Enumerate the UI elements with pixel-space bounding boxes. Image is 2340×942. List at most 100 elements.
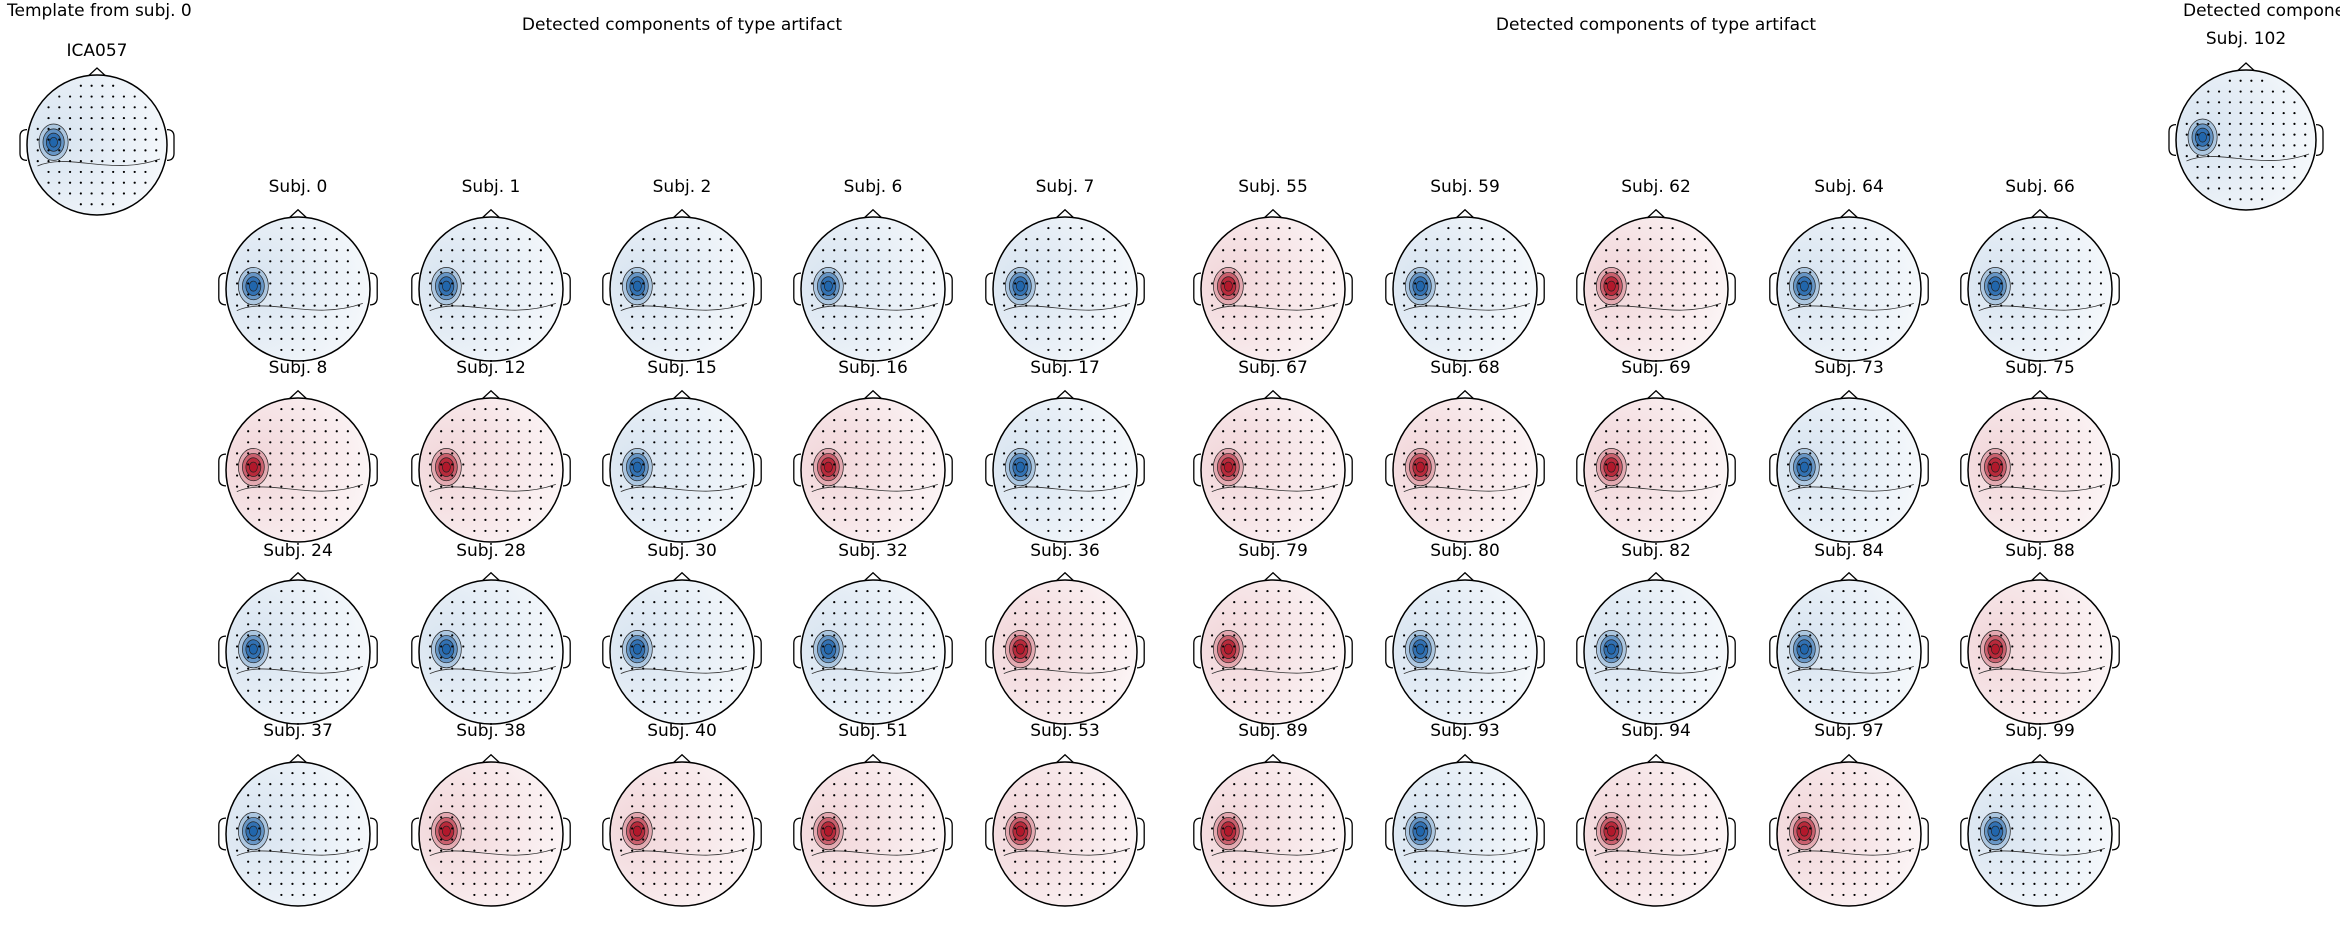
- sensor: [335, 518, 338, 521]
- nose: [2030, 389, 2050, 400]
- sensor: [1908, 634, 1912, 637]
- sensor: [2000, 612, 2003, 615]
- sensor: [235, 304, 239, 307]
- sensor: [2011, 249, 2014, 252]
- sensor: [1831, 441, 1834, 444]
- sensor: [1809, 678, 1812, 681]
- sensor: [528, 860, 531, 863]
- blob: [632, 643, 642, 655]
- sensor: [1233, 849, 1236, 852]
- sensor: [291, 805, 294, 808]
- sensor: [1864, 326, 1867, 329]
- sensor: [335, 700, 338, 703]
- sensor: [528, 794, 531, 797]
- nose: [288, 389, 308, 400]
- sensor: [844, 794, 847, 797]
- sensor: [1616, 700, 1619, 703]
- sensor: [495, 315, 498, 318]
- sensor: [708, 816, 711, 819]
- sensor: [335, 496, 338, 499]
- sensor: [1853, 678, 1856, 681]
- sensor: [90, 192, 93, 195]
- sensor: [269, 507, 272, 510]
- sensor: [1310, 452, 1313, 455]
- sensor: [1491, 452, 1494, 455]
- sensor: [1102, 249, 1105, 252]
- ear: [369, 635, 378, 669]
- sensor: [428, 645, 432, 648]
- sensor: [833, 337, 836, 340]
- sensor: [440, 656, 443, 659]
- sensor: [1853, 463, 1856, 466]
- sensor: [1886, 315, 1889, 318]
- sensor: [1638, 623, 1641, 626]
- sensor: [2077, 326, 2080, 329]
- sensor: [2011, 474, 2014, 477]
- sensor: [2088, 496, 2091, 499]
- sensor: [1310, 783, 1313, 786]
- sensor: [1069, 529, 1072, 533]
- sensor: [1014, 871, 1017, 874]
- sensor: [619, 282, 623, 285]
- sensor: [2066, 238, 2069, 241]
- sensor: [1638, 678, 1641, 681]
- sensor: [1502, 326, 1505, 329]
- sensor: [1414, 689, 1417, 692]
- sensor: [1266, 238, 1269, 241]
- sensor: [697, 771, 700, 775]
- sensor: [1425, 249, 1428, 252]
- sensor: [1069, 271, 1072, 274]
- sensor: [2066, 689, 2069, 692]
- sensor: [741, 645, 745, 648]
- sensor: [1014, 260, 1017, 263]
- sensor: [653, 474, 656, 477]
- topomap: [1193, 208, 1353, 362]
- sensor: [631, 849, 634, 852]
- sensor: [1638, 419, 1641, 422]
- sensor: [1627, 474, 1630, 477]
- sensor: [1853, 407, 1856, 411]
- sensor: [675, 656, 678, 659]
- sensor: [517, 474, 520, 477]
- sensor: [1436, 667, 1439, 670]
- sensor: [921, 634, 924, 637]
- sensor: [1222, 623, 1225, 626]
- contour: [620, 303, 747, 311]
- sensor: [1638, 518, 1641, 521]
- sensor: [1436, 623, 1439, 626]
- sensor: [1233, 326, 1236, 329]
- sensor: [112, 106, 115, 109]
- sensor: [899, 656, 902, 659]
- sensor: [1638, 893, 1641, 897]
- sensor: [1864, 407, 1867, 411]
- sensor: [741, 271, 745, 274]
- sensor: [866, 507, 869, 510]
- sensor: [2077, 463, 2080, 466]
- sensor: [1513, 485, 1516, 488]
- sensor: [631, 315, 634, 318]
- sensor: [247, 678, 250, 681]
- sensor: [697, 507, 700, 510]
- sensor: [1091, 430, 1094, 433]
- sensor: [877, 463, 880, 466]
- sensor: [517, 849, 520, 852]
- sensor: [1036, 430, 1039, 433]
- sensor: [1842, 805, 1845, 808]
- sensor: [1266, 645, 1269, 648]
- blob: [1223, 825, 1233, 837]
- sensor: [473, 407, 476, 411]
- sensor: [1277, 882, 1280, 885]
- sensor: [642, 441, 645, 444]
- sensor: [1886, 326, 1889, 329]
- sensor: [1704, 816, 1707, 819]
- sensor: [1491, 794, 1494, 797]
- sensor: [1875, 623, 1878, 626]
- ear: [1576, 817, 1585, 851]
- sensor: [451, 667, 454, 670]
- topomap: [411, 571, 571, 725]
- sensor: [1425, 601, 1428, 604]
- sensor: [1014, 430, 1017, 433]
- sensor: [324, 623, 327, 626]
- sensor: [440, 678, 443, 681]
- sensor: [631, 282, 634, 285]
